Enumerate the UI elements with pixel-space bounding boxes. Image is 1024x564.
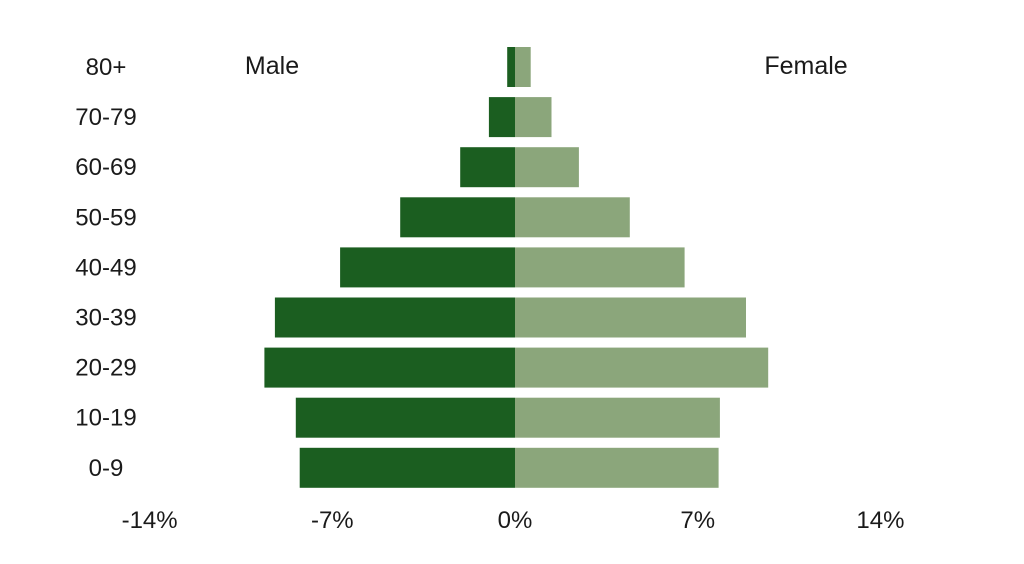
bar-male-0-9 xyxy=(299,447,515,488)
category-label: 40-49 xyxy=(75,254,136,281)
bar-male-70-79 xyxy=(488,97,515,138)
bar-female-30-39 xyxy=(515,297,746,338)
bar-female-20-29 xyxy=(515,347,769,388)
bars-layer xyxy=(264,47,769,488)
category-label: 50-59 xyxy=(75,204,136,231)
bar-female-40-49 xyxy=(515,247,685,288)
category-label: 70-79 xyxy=(75,104,136,131)
bar-female-0-9 xyxy=(515,447,719,488)
bar-male-50-59 xyxy=(400,197,515,238)
category-label: 20-29 xyxy=(75,355,136,382)
category-label: 30-39 xyxy=(75,305,136,332)
x-tick-label: 0% xyxy=(498,507,533,534)
bar-male-40-49 xyxy=(340,247,515,288)
bar-male-20-29 xyxy=(264,347,515,388)
category-label: 0-9 xyxy=(89,455,124,482)
bar-male-80plus xyxy=(507,47,515,87)
x-tick-label: 7% xyxy=(680,507,715,534)
category-label: 10-19 xyxy=(75,405,136,432)
x-tick-label: 14% xyxy=(856,507,904,534)
bar-female-80plus xyxy=(515,47,531,87)
bar-female-70-79 xyxy=(515,97,552,138)
x-tick-label: -14% xyxy=(122,507,178,534)
x-axis-ticks: -14% -7% 0% 7% 14% xyxy=(122,507,905,534)
legend-male: Male xyxy=(245,52,299,80)
category-label: 60-69 xyxy=(75,154,136,181)
bar-female-50-59 xyxy=(515,197,630,238)
bar-male-30-39 xyxy=(274,297,515,338)
bar-male-60-69 xyxy=(460,147,515,188)
category-labels: 80+ 70-79 60-69 50-59 40-49 30-39 20-29 10-19 0-… xyxy=(75,54,136,482)
category-label: 80+ xyxy=(86,54,127,81)
bar-male-10-19 xyxy=(295,397,515,438)
x-tick-label: -7% xyxy=(311,507,354,534)
bar-female-60-69 xyxy=(515,147,579,188)
bar-female-10-19 xyxy=(515,397,720,438)
legend-female: Female xyxy=(764,52,847,80)
